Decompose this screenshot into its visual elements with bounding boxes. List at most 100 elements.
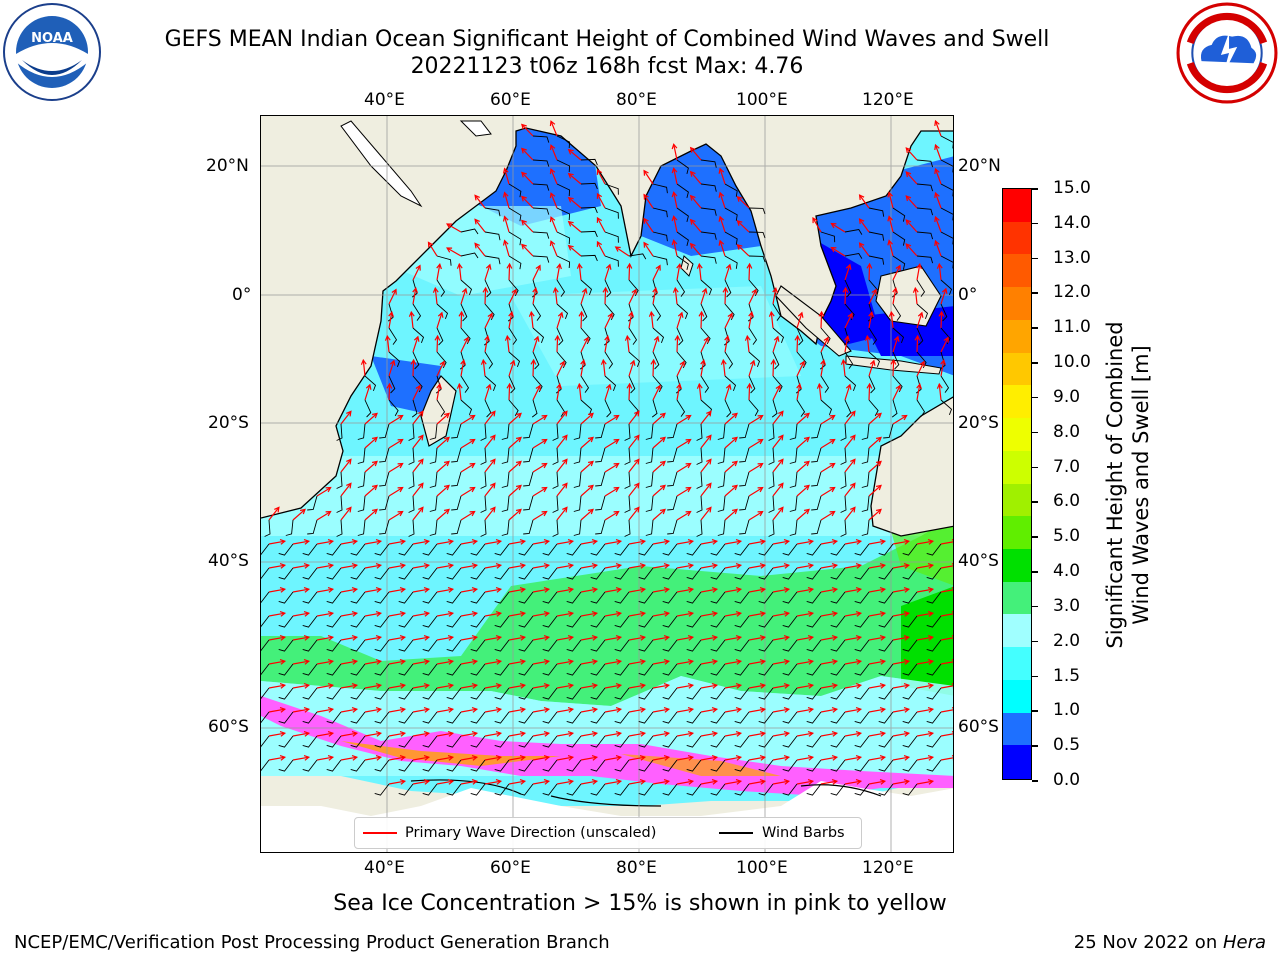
wave-direction-arrow: [796, 361, 805, 377]
wind-barb: [494, 783, 510, 796]
wave-arrow-head: [495, 731, 503, 737]
wind-barb: [926, 567, 942, 580]
wave-arrow-head: [869, 359, 876, 366]
wave-direction-arrow: [556, 612, 573, 617]
colorbar-tick-mark: [1032, 188, 1038, 190]
wave-direction-arrow: [916, 264, 921, 281]
nws-logo: [1176, 2, 1278, 104]
wave-direction-arrow: [724, 780, 741, 785]
wind-barb: [758, 615, 774, 628]
wind-barb: [374, 687, 390, 700]
wind-barb: [604, 255, 619, 267]
wind-barb: [595, 495, 606, 511]
wave-direction-arrow: [892, 732, 909, 737]
wave-direction-arrow: [676, 636, 693, 641]
wind-barb: [638, 663, 654, 676]
wind-barb: [868, 255, 885, 265]
wave-direction-arrow: [412, 708, 429, 713]
colorbar-tick-mark: [1032, 431, 1038, 434]
wave-arrow-head: [375, 755, 383, 761]
wave-direction-arrow: [700, 311, 703, 329]
wind-barb: [357, 519, 366, 536]
wave-direction-arrow: [412, 435, 424, 449]
wind-barb: [734, 735, 750, 748]
wind-barb: [686, 591, 702, 604]
wind-barb: [302, 567, 318, 580]
wind-barb: [501, 447, 510, 464]
wave-direction-arrow: [521, 172, 534, 185]
wind-barb: [398, 735, 414, 748]
wave-direction-arrow: [388, 511, 403, 521]
wave-arrow-head: [783, 683, 791, 689]
wave-direction-arrow: [892, 660, 909, 665]
wave-direction-arrow: [676, 588, 693, 593]
wave-arrow-head: [927, 587, 935, 593]
wave-direction-arrow: [628, 660, 645, 665]
wave-arrow-head: [391, 288, 397, 295]
chart-subtitle: 20221123 t06z 168h fcst Max: 4.76: [410, 54, 804, 79]
wave-direction-arrow: [916, 636, 933, 641]
wave-arrow-head: [831, 755, 839, 761]
wind-barb: [379, 447, 390, 463]
wind-barb: [782, 663, 798, 676]
wind-barb: [436, 279, 446, 297]
wave-arrow-head: [469, 510, 476, 517]
madagascar: [420, 375, 457, 447]
wave-arrow-head: [371, 484, 378, 491]
wind-barb: [820, 399, 833, 416]
wave-arrow-head: [706, 410, 712, 417]
wave-direction-arrow: [604, 636, 621, 641]
wind-barb: [748, 327, 758, 345]
wave-direction-arrow: [628, 289, 637, 305]
wave-arrow-head: [936, 262, 943, 269]
wave-direction-arrow: [508, 564, 525, 569]
colorbar-segment: [1003, 614, 1031, 648]
wave-arrow-head: [351, 755, 359, 761]
wave-arrow-head: [418, 434, 424, 441]
wave-direction-arrow: [316, 636, 333, 641]
wind-barb: [758, 543, 774, 556]
wave-direction-arrow: [676, 312, 683, 329]
wave-arrow-head: [689, 242, 696, 249]
lon-tick-top: 80°E: [616, 90, 657, 110]
wave-direction-arrow: [892, 708, 909, 713]
wind-barb: [700, 159, 717, 168]
wind-barb: [878, 783, 894, 796]
wave-direction-arrow: [340, 612, 357, 617]
wind-barb: [518, 615, 534, 628]
wave-arrow-head: [471, 683, 479, 689]
wave-direction-arrow: [652, 436, 666, 449]
wind-barb: [645, 447, 654, 464]
wave-direction-arrow: [748, 756, 765, 761]
wave-direction-arrow: [556, 335, 559, 353]
wave-direction-arrow: [436, 460, 450, 473]
wind-barb: [811, 471, 822, 487]
wave-arrow-head: [351, 611, 359, 617]
wave-arrow-head: [567, 707, 575, 713]
wave-arrow-head: [615, 539, 623, 545]
wave-direction-arrow: [316, 588, 333, 593]
map-area[interactable]: [260, 115, 954, 853]
wave-direction-arrow: [412, 612, 429, 617]
wave-direction-arrow: [737, 220, 750, 233]
colorbar-tick-mark: [1032, 396, 1038, 399]
wave-direction-arrow: [844, 507, 856, 521]
wind-barb: [566, 687, 582, 700]
wave-arrow-head: [556, 262, 562, 270]
wave-arrow-head: [399, 563, 407, 569]
wave-arrow-head: [807, 731, 815, 737]
wave-direction-arrow: [436, 335, 439, 353]
wave-direction-arrow: [868, 564, 885, 569]
wave-direction-arrow: [772, 756, 789, 761]
wave-direction-arrow: [724, 436, 738, 449]
wave-direction-arrow: [388, 636, 405, 641]
wave-arrow-head: [864, 334, 871, 341]
wave-arrow-head: [327, 635, 335, 641]
wind-barb: [758, 759, 774, 772]
wind-barb: [854, 687, 870, 700]
wave-direction-arrow: [796, 564, 813, 569]
wave-arrow-head: [530, 358, 537, 365]
wind-barb: [573, 471, 582, 488]
wind-barb: [806, 567, 822, 580]
wave-arrow-head: [855, 587, 863, 593]
